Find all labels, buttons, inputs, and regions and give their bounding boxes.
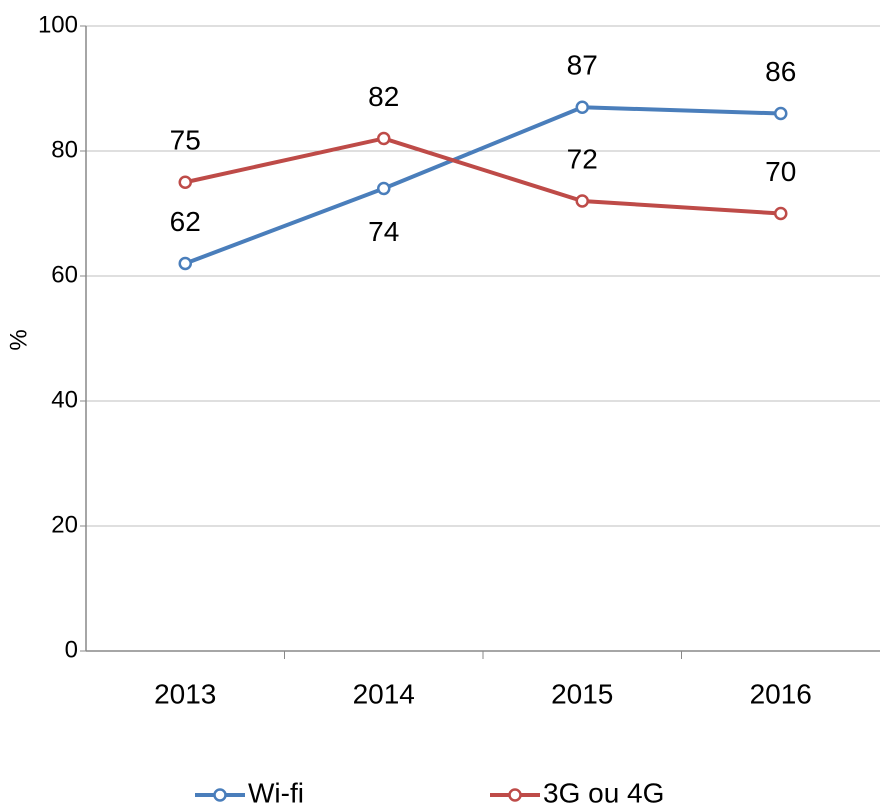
data-label: 86 [765, 56, 796, 87]
data-label: 70 [765, 156, 796, 187]
x-tick-label: 2013 [154, 678, 216, 709]
y-tick-label: 80 [51, 136, 78, 163]
x-tick-label: 2014 [353, 678, 415, 709]
marker [774, 106, 788, 121]
marker [774, 206, 788, 221]
y-tick-label: 40 [51, 386, 78, 413]
data-label: 62 [170, 206, 201, 237]
series-line [184, 136, 781, 216]
x-tick-label: 2016 [750, 678, 812, 709]
legend-marker [213, 788, 227, 802]
marker [575, 194, 589, 208]
y-tick-label: 60 [51, 261, 78, 288]
data-label: 72 [567, 143, 598, 174]
series-line [184, 105, 781, 266]
marker [575, 100, 589, 114]
data-label: 74 [368, 216, 399, 247]
legend-marker [508, 788, 522, 802]
marker [377, 131, 391, 146]
marker [377, 181, 391, 196]
y-tick-label: 100 [38, 11, 78, 38]
x-tick-label: 2015 [551, 678, 613, 709]
marker [178, 175, 192, 189]
legend-label: Wi-fi [248, 777, 304, 808]
data-label: 82 [368, 81, 399, 112]
data-label: 75 [170, 125, 201, 156]
legend-label: 3G ou 4G [543, 777, 664, 808]
data-label: 87 [567, 50, 598, 81]
y-tick-label: 0 [65, 636, 78, 663]
y-axis-label: % [5, 329, 32, 350]
marker [178, 256, 192, 271]
y-tick-label: 20 [51, 511, 78, 538]
